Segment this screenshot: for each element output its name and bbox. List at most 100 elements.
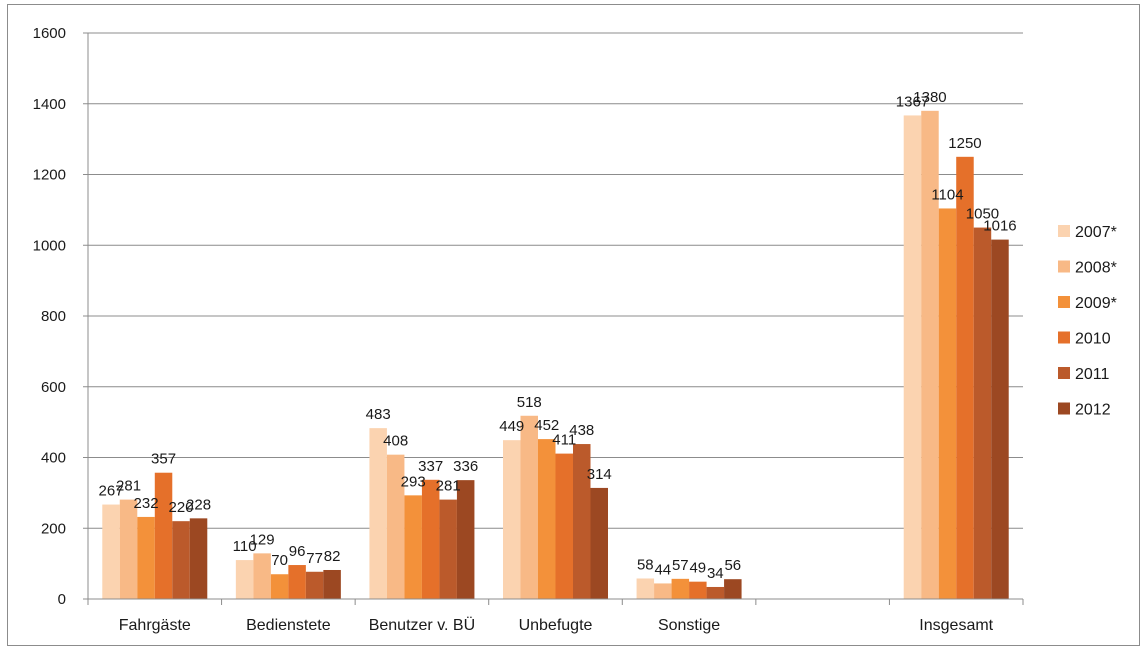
y-tick-label: 1200 <box>33 167 66 184</box>
bar <box>102 504 120 599</box>
bar <box>555 453 573 599</box>
x-tick-label: Fahrgäste <box>119 617 191 634</box>
x-tick-label: Sonstige <box>658 617 720 634</box>
bar <box>154 472 173 599</box>
data-label: 267 <box>99 483 124 500</box>
data-label: 449 <box>499 418 524 435</box>
data-label: 357 <box>151 451 176 468</box>
legend-label: 2012 <box>1075 402 1111 419</box>
bar <box>503 440 521 599</box>
data-label: 70 <box>271 552 288 569</box>
bars <box>102 110 1009 599</box>
data-label: 49 <box>689 560 706 577</box>
bar <box>956 156 974 599</box>
legend-label: 2008* <box>1075 260 1117 277</box>
bar <box>520 415 538 599</box>
data-labels: 267 110 483 449 58 1367 281 129 408 518 44 1380 232 7… <box>99 89 1017 582</box>
bar <box>305 571 324 599</box>
bar <box>991 239 1009 599</box>
data-label: 228 <box>186 496 211 513</box>
bar <box>456 480 475 599</box>
y-tick-label: 400 <box>41 450 66 467</box>
data-label: 34 <box>707 565 724 582</box>
bar <box>724 579 742 599</box>
data-label: 1016 <box>983 218 1016 235</box>
bar <box>172 521 190 599</box>
bar <box>573 444 591 599</box>
data-label: 281 <box>436 478 461 495</box>
data-label: 337 <box>418 458 443 475</box>
x-tick-label: Insgesamt <box>919 617 993 634</box>
bar <box>288 565 306 599</box>
axes: 0 200 400 600 800 1000 1200 1400 1600 Fahrgäste Be… <box>33 25 1024 634</box>
bar <box>538 439 556 599</box>
data-label: 58 <box>637 556 654 573</box>
bar <box>671 578 690 599</box>
bar <box>636 578 655 599</box>
bar <box>189 518 208 599</box>
data-label: 408 <box>383 433 408 450</box>
data-label: 336 <box>453 458 478 475</box>
y-tick-label: 200 <box>41 520 66 537</box>
legend-swatch <box>1058 296 1070 308</box>
data-label: 1367 <box>896 93 929 110</box>
bar <box>921 110 939 599</box>
legend-swatch <box>1058 331 1070 344</box>
bar <box>973 227 992 599</box>
bar <box>137 516 155 599</box>
legend-swatch <box>1058 402 1070 415</box>
bar <box>253 553 271 599</box>
x-tick-label: Bedienstete <box>246 617 331 634</box>
data-label: 411 <box>552 432 576 449</box>
data-label: 518 <box>517 394 542 411</box>
legend-swatch <box>1058 225 1070 237</box>
data-label: 1380 <box>913 89 946 106</box>
bar <box>323 569 341 599</box>
bar <box>369 428 387 599</box>
data-label: 293 <box>401 473 426 490</box>
data-label: 1104 <box>931 186 963 203</box>
gridlines <box>88 32 1023 529</box>
legend: 2007* 2008* 2009* 2010 2011 2012 <box>1058 224 1117 419</box>
data-label: 82 <box>324 548 341 565</box>
bar <box>590 487 608 599</box>
bar <box>689 581 707 599</box>
y-tick-label: 0 <box>58 591 66 608</box>
bar <box>938 208 957 599</box>
data-label: 129 <box>250 531 275 548</box>
data-label: 220 <box>169 499 194 516</box>
legend-label: 2010 <box>1075 331 1111 348</box>
data-label: 56 <box>724 557 741 574</box>
data-label: 314 <box>587 466 612 483</box>
legend-label: 2011 <box>1075 366 1110 383</box>
x-tick-label: Benutzer v. BÜ <box>369 616 475 634</box>
data-label: 483 <box>366 406 391 423</box>
bar <box>654 583 672 599</box>
x-tick-label: Unbefugte <box>519 617 593 634</box>
bar <box>706 586 725 599</box>
y-tick-label: 600 <box>41 379 66 396</box>
bar <box>119 499 138 599</box>
data-label: 452 <box>534 417 559 434</box>
y-tick-label: 1400 <box>33 96 66 113</box>
bar <box>439 499 457 599</box>
data-label: 57 <box>672 557 689 574</box>
data-label: 1050 <box>966 206 999 223</box>
data-label: 232 <box>134 495 159 512</box>
y-tick-label: 800 <box>41 308 66 325</box>
data-label: 96 <box>289 543 306 560</box>
y-tick-label: 1000 <box>33 237 66 254</box>
data-label: 1250 <box>948 135 981 152</box>
legend-label: 2009* <box>1075 295 1117 312</box>
legend-swatch <box>1058 260 1070 273</box>
legend-label: 2007* <box>1075 224 1117 241</box>
bar <box>386 454 405 599</box>
bar <box>404 495 422 599</box>
data-label: 438 <box>569 422 594 439</box>
bar <box>270 574 289 599</box>
y-tick-label: 1600 <box>33 25 66 42</box>
data-label: 110 <box>233 538 257 555</box>
bar <box>235 560 254 599</box>
data-label: 281 <box>116 478 141 495</box>
